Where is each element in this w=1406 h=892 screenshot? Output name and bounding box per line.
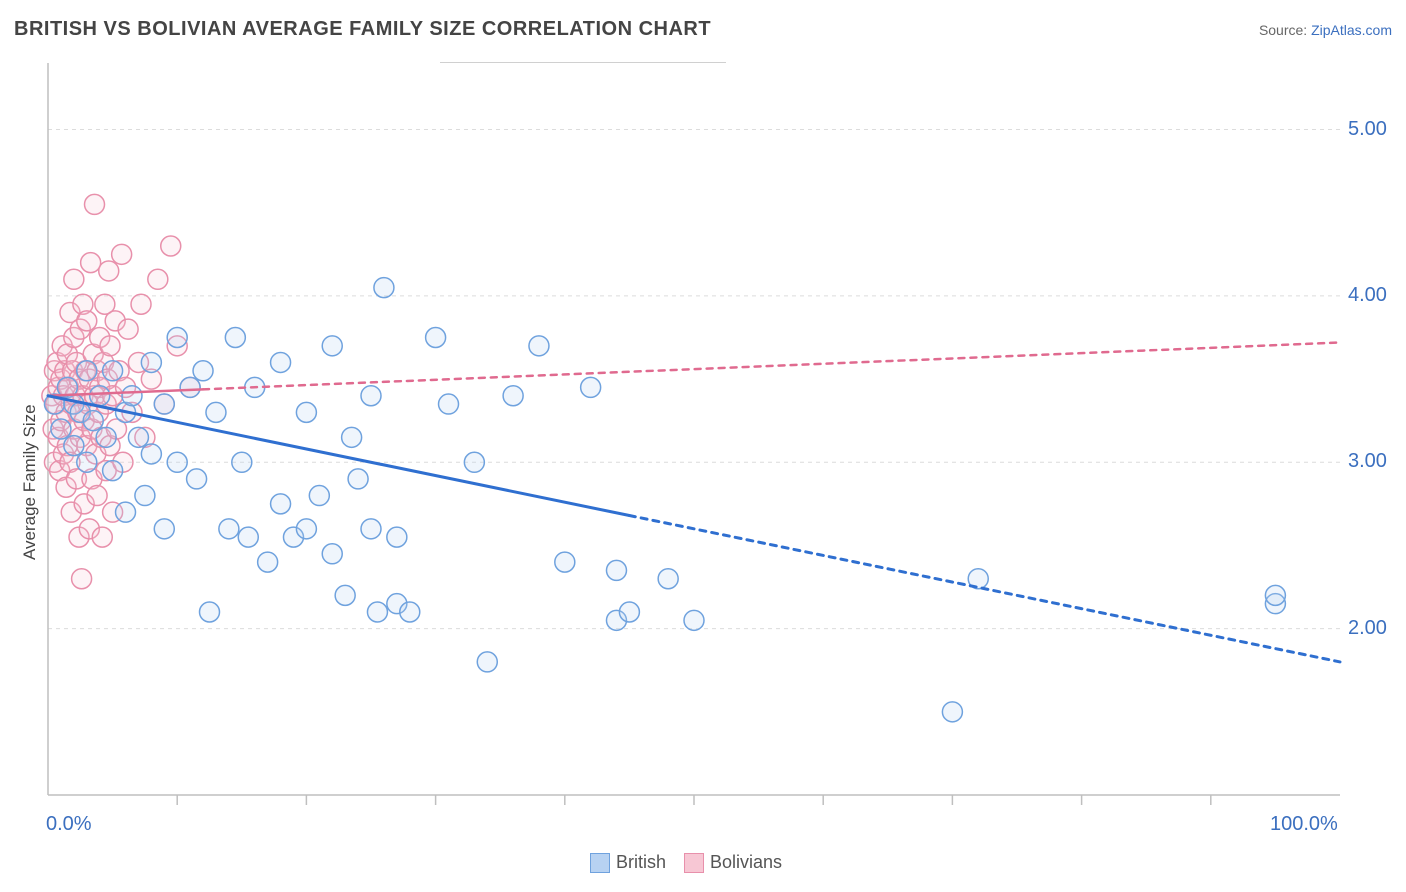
series-legend: British Bolivians bbox=[590, 852, 782, 873]
scatter-plot bbox=[10, 55, 1396, 845]
y-tick-label: 4.00 bbox=[1348, 284, 1387, 307]
y-tick-label: 3.00 bbox=[1348, 450, 1387, 473]
chart-title: BRITISH VS BOLIVIAN AVERAGE FAMILY SIZE … bbox=[14, 18, 711, 41]
y-tick-label: 5.00 bbox=[1348, 118, 1387, 141]
chart-container: { "title": "BRITISH VS BOLIVIAN AVERAGE … bbox=[0, 0, 1406, 892]
source-attribution: Source: ZipAtlas.com bbox=[1259, 22, 1392, 38]
legend-series-item: Bolivians bbox=[684, 852, 782, 873]
y-tick-label: 2.00 bbox=[1348, 617, 1387, 640]
x-axis-max-label: 100.0% bbox=[1270, 813, 1338, 836]
x-axis-min-label: 0.0% bbox=[46, 813, 92, 836]
legend-series-item: British bbox=[590, 852, 666, 873]
source-link[interactable]: ZipAtlas.com bbox=[1311, 22, 1392, 38]
